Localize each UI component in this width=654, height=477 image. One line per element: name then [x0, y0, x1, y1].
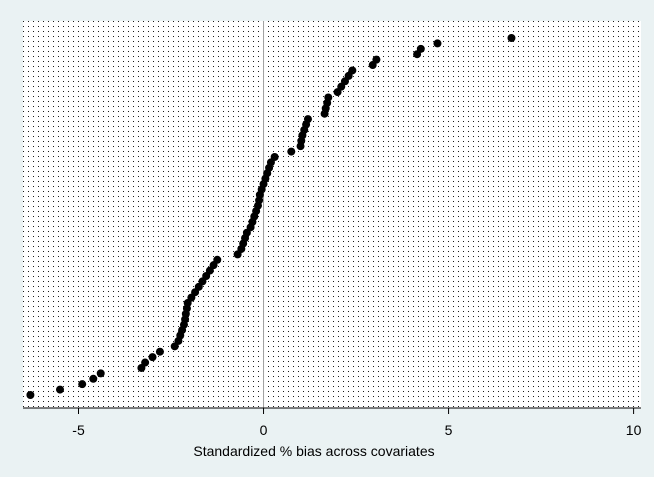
data-point	[348, 66, 357, 75]
x-tick-label: 10	[626, 422, 642, 438]
data-point	[155, 347, 164, 356]
data-point	[416, 44, 425, 53]
data-point	[89, 374, 98, 383]
data-point	[303, 115, 312, 124]
data-point	[372, 55, 381, 64]
data-point	[433, 39, 442, 48]
data-point	[213, 255, 222, 264]
data-point	[270, 153, 279, 161]
data-point	[96, 369, 105, 378]
x-tick-label: 5	[445, 422, 453, 438]
x-tick-label: -5	[72, 422, 85, 438]
data-point	[324, 93, 333, 102]
x-tick-label: 0	[260, 422, 268, 438]
dotted-grid	[23, 21, 641, 408]
data-point	[56, 385, 65, 394]
data-point	[148, 353, 157, 362]
data-point	[26, 391, 35, 399]
data-point	[507, 34, 516, 42]
data-point	[287, 147, 296, 156]
data-point	[141, 358, 150, 367]
data-point	[78, 380, 87, 389]
x-axis-title: Standardized % bias across covariates	[193, 443, 434, 459]
